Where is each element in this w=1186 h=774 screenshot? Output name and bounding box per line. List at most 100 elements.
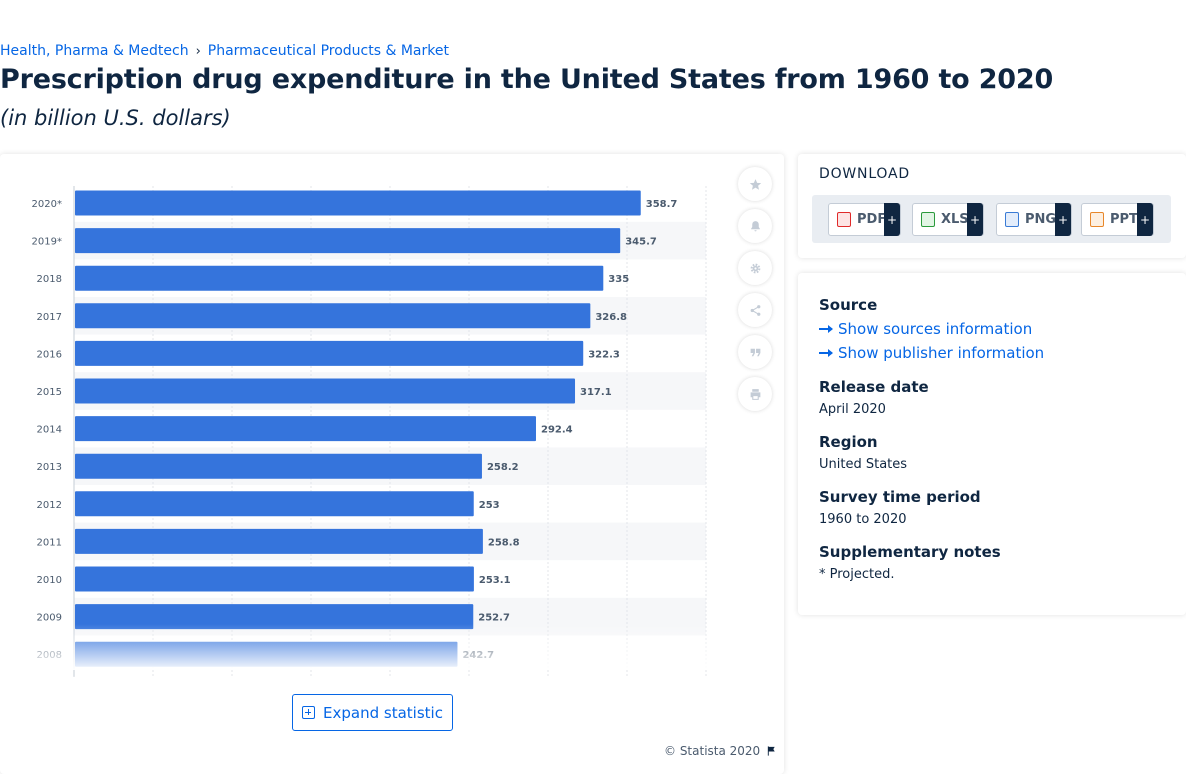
- download-buttons: PDF + XLS + PNG + PPT +: [812, 195, 1171, 243]
- bar: [75, 528, 483, 554]
- data-label: 292.4: [541, 425, 573, 436]
- download-png-button[interactable]: PNG +: [996, 203, 1072, 236]
- expand-icon: [302, 706, 316, 719]
- data-label: 322.3: [588, 349, 620, 360]
- expand-statistic-label: Expand statistic: [323, 703, 443, 722]
- region-value: United States: [819, 457, 908, 472]
- category-label: 2020*: [32, 199, 62, 210]
- chart-toolbar: [738, 167, 772, 419]
- category-label: 2014: [37, 425, 62, 436]
- page-title: Prescription drug expenditure in the Uni…: [0, 64, 1054, 95]
- expand-statistic-button[interactable]: Expand statistic: [292, 694, 453, 731]
- download-png-label: PNG: [1025, 212, 1057, 227]
- show-sources-label: Show sources information: [838, 320, 1033, 338]
- flag-icon[interactable]: [766, 745, 777, 757]
- category-label: 2012: [37, 500, 62, 511]
- pdf-file-icon: [837, 212, 851, 227]
- download-xls-plus[interactable]: +: [967, 203, 983, 236]
- print-icon: [750, 388, 760, 400]
- category-label: 2018: [37, 274, 62, 285]
- share-button[interactable]: [738, 293, 772, 327]
- bar: [75, 416, 536, 442]
- download-ppt-label: PPT: [1110, 212, 1138, 227]
- bar: [75, 378, 576, 404]
- download-xls-button[interactable]: XLS +: [912, 203, 984, 236]
- info-card: Source Show sources information Show pub…: [798, 273, 1186, 615]
- download-pdf-label: PDF: [857, 212, 887, 227]
- category-label: 2017: [37, 312, 62, 323]
- download-title: DOWNLOAD: [819, 166, 910, 182]
- download-png-plus[interactable]: +: [1055, 203, 1071, 236]
- release-date-heading: Release date: [819, 378, 929, 396]
- copyright-text[interactable]: © Statista 2020: [664, 744, 761, 758]
- download-pdf-button[interactable]: PDF +: [828, 203, 901, 236]
- data-label: 258.8: [488, 537, 520, 548]
- share-icon: [750, 304, 760, 316]
- bar: [75, 265, 604, 291]
- notification-button[interactable]: [738, 209, 772, 243]
- settings-button[interactable]: [738, 251, 772, 285]
- bar: [75, 641, 458, 667]
- copyright: © Statista 2020: [664, 744, 777, 758]
- data-label: 253.1: [479, 575, 511, 586]
- chart-card: 2020* 358.7 2019* 345.7 2018 335 2017 326.8 2016…: [0, 154, 784, 774]
- release-date-value: April 2020: [819, 402, 886, 417]
- gear-icon: [750, 263, 760, 273]
- bar-chart: 2020* 358.7 2019* 345.7 2018 335 2017 326.8 2016…: [32, 186, 707, 677]
- data-label: 253: [479, 500, 500, 511]
- favorite-button[interactable]: [738, 167, 772, 201]
- star-icon: [749, 178, 761, 190]
- data-label: 242.7: [462, 650, 494, 661]
- show-publisher-label: Show publisher information: [838, 344, 1045, 362]
- category-label: 2016: [37, 349, 62, 360]
- data-label: 317.1: [580, 387, 612, 398]
- bell-icon: [750, 220, 760, 231]
- category-label: 2015: [37, 387, 62, 398]
- png-file-icon: [1005, 212, 1019, 227]
- show-publisher-link[interactable]: Show publisher information: [819, 344, 1044, 362]
- cite-button[interactable]: [738, 335, 772, 369]
- page-subtitle: (in billion U.S. dollars): [0, 106, 231, 130]
- bar: [75, 228, 621, 254]
- quote-icon: [750, 348, 760, 356]
- category-label: 2019*: [32, 237, 62, 248]
- category-label: 2013: [37, 462, 62, 473]
- category-label: 2010: [37, 575, 62, 586]
- survey-period-value: 1960 to 2020: [819, 512, 907, 527]
- arrow-right-icon: [819, 348, 833, 357]
- bar: [75, 453, 482, 479]
- bar: [75, 566, 474, 592]
- bar: [75, 604, 474, 630]
- download-pdf-plus[interactable]: +: [884, 203, 900, 236]
- data-label: 258.2: [487, 462, 519, 473]
- download-xls-label: XLS: [941, 212, 969, 227]
- breadcrumb-link-health[interactable]: Health, Pharma & Medtech: [0, 43, 189, 59]
- download-ppt-button[interactable]: PPT +: [1081, 203, 1154, 236]
- bar: [75, 491, 474, 517]
- category-label: 2009: [37, 613, 62, 624]
- survey-period-heading: Survey time period: [819, 488, 981, 506]
- print-button[interactable]: [738, 377, 772, 411]
- breadcrumb-link-pharma[interactable]: Pharmaceutical Products & Market: [207, 43, 449, 59]
- breadcrumb-separator: ›: [195, 43, 201, 59]
- arrow-right-icon: [819, 324, 833, 333]
- show-sources-link[interactable]: Show sources information: [819, 320, 1032, 338]
- bar: [75, 190, 641, 216]
- data-label: 345.7: [625, 237, 657, 248]
- data-label: 326.8: [595, 312, 627, 323]
- download-ppt-plus[interactable]: +: [1137, 203, 1153, 236]
- bar: [75, 340, 584, 366]
- region-heading: Region: [819, 433, 878, 451]
- data-label: 252.7: [478, 613, 510, 624]
- download-card: DOWNLOAD PDF + XLS + PNG + PPT +: [798, 154, 1186, 258]
- supplementary-notes-heading: Supplementary notes: [819, 543, 1001, 561]
- category-label: 2008: [37, 650, 62, 661]
- ppt-file-icon: [1090, 212, 1104, 227]
- source-heading: Source: [819, 296, 878, 314]
- supplementary-notes-value: * Projected.: [819, 567, 895, 582]
- data-label: 335: [608, 274, 629, 285]
- category-label: 2011: [37, 537, 62, 548]
- xls-file-icon: [921, 212, 935, 227]
- breadcrumb: Health, Pharma & Medtech › Pharmaceutica…: [0, 43, 449, 59]
- data-label: 358.7: [646, 199, 678, 210]
